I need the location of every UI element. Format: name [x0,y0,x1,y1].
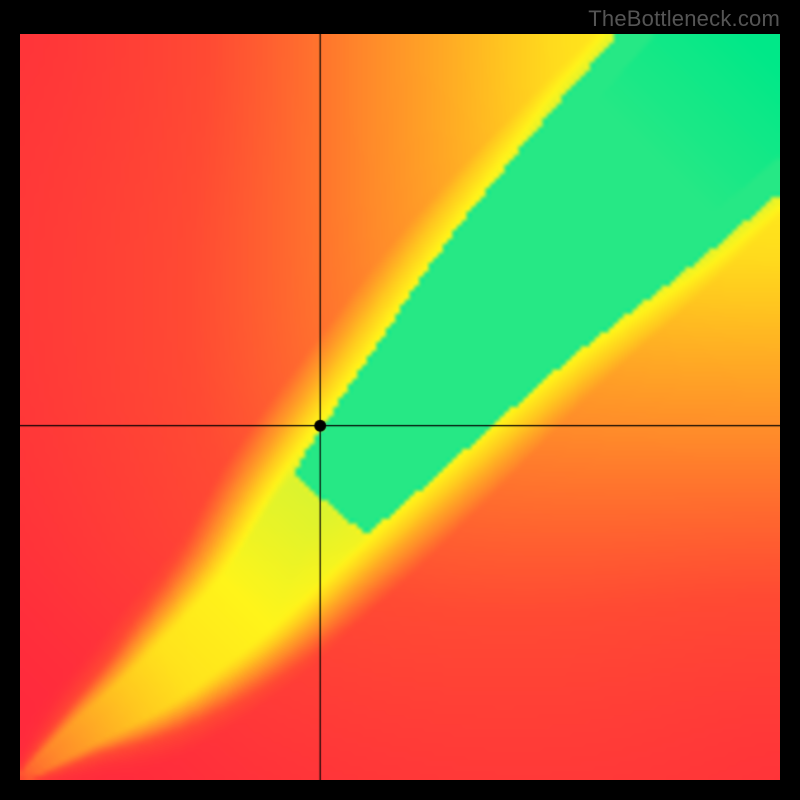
watermark-label: TheBottleneck.com [588,6,780,32]
crosshair-overlay [20,34,780,780]
